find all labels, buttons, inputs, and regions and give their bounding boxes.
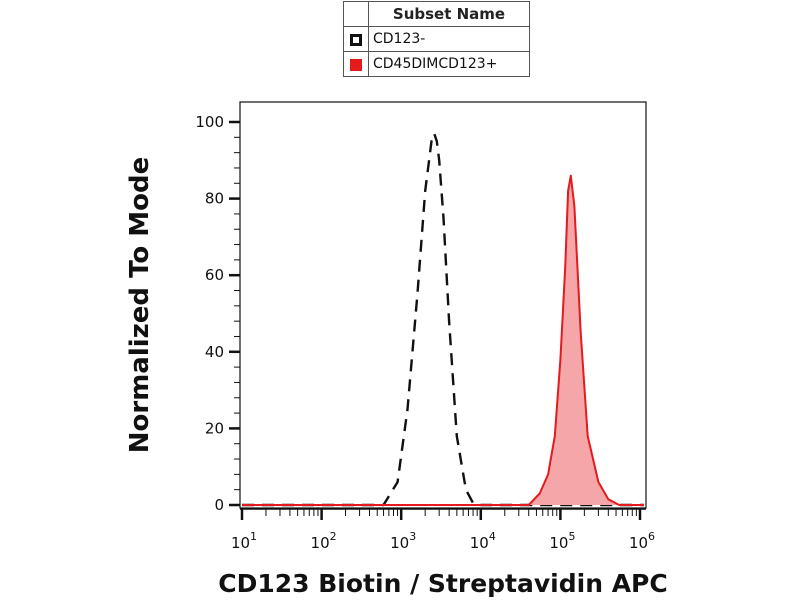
x-tick-label: 103 — [390, 530, 416, 552]
x-tick-label: 104 — [470, 530, 496, 552]
x-tick-label: 102 — [311, 530, 337, 552]
x-tick-label: 105 — [549, 530, 575, 552]
legend-swatch-cell — [343, 51, 369, 77]
series-fill — [242, 175, 644, 505]
y-tick-label: 80 — [205, 190, 224, 208]
plot-frame — [239, 101, 647, 509]
legend-entry-label: CD123- — [368, 26, 530, 52]
y-axis-label: Normalized To Mode — [125, 157, 155, 454]
axis-layer: 0 20 40 60 80 100 101 102 103 104 105 106 — [195, 113, 655, 552]
x-tick-label: 106 — [629, 530, 655, 552]
y-tick-label: 0 — [214, 496, 224, 514]
x-tick-label: 101 — [231, 530, 257, 552]
y-tick-label: 40 — [205, 343, 224, 361]
x-axis-label: CD123 Biotin / Streptavidin APC — [218, 569, 667, 598]
legend-swatch-filled-icon — [350, 59, 362, 71]
legend-entry: CD45DIMCD123+ — [343, 51, 530, 77]
y-tick-label: 100 — [195, 113, 224, 131]
legend-swatch-outline-icon — [350, 34, 362, 46]
series-layer — [242, 132, 644, 507]
legend-entry-label: CD45DIMCD123+ — [368, 51, 530, 77]
series-line — [242, 174, 644, 506]
series-line — [242, 132, 644, 507]
y-tick-label: 20 — [205, 419, 224, 437]
legend: Subset Name CD123- CD45DIMCD123+ — [343, 1, 530, 77]
y-tick-label: 60 — [205, 266, 224, 284]
